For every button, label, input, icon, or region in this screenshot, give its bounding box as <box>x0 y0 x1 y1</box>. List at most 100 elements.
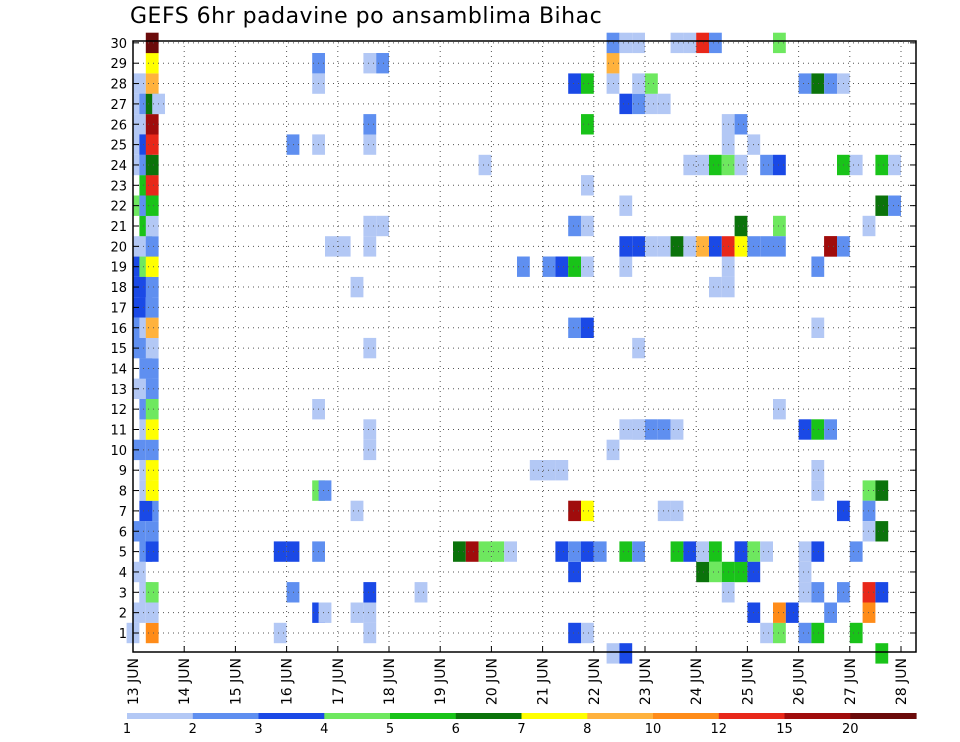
y-tick-label: 13 <box>110 383 127 398</box>
y-tick-label: 26 <box>110 118 127 133</box>
heatmap-cell <box>145 236 159 257</box>
heatmap-cell <box>491 541 505 562</box>
heatmap-cell <box>811 582 825 603</box>
x-tick-label: 27 JUN <box>843 658 859 705</box>
colorbar-label: 20 <box>842 722 859 737</box>
heatmap-cell <box>734 561 748 583</box>
colorbar-label: 12 <box>710 722 727 737</box>
heatmap-cell <box>145 256 159 277</box>
heatmap-cell <box>145 337 159 359</box>
heatmap-cell <box>696 154 709 176</box>
heatmap-cell <box>875 643 889 664</box>
heatmap-cell <box>709 561 722 583</box>
heatmap-cell <box>824 419 837 440</box>
heatmap-cell <box>133 439 146 461</box>
y-tick-label: 25 <box>110 139 127 154</box>
heatmap-cell <box>363 337 377 359</box>
heatmap-cell <box>363 602 377 623</box>
y-tick-label: 14 <box>110 362 127 377</box>
y-tick-label: 19 <box>110 261 127 276</box>
y-tick-label: 20 <box>110 240 127 255</box>
heatmap-cell <box>145 175 159 196</box>
heatmap-cell <box>363 134 377 155</box>
heatmap-cell <box>619 643 633 664</box>
heatmap-cell <box>798 73 812 94</box>
heatmap-cell <box>376 215 389 237</box>
heatmap-cell <box>363 215 377 237</box>
heatmap-cell <box>734 236 748 257</box>
heatmap-cell <box>145 521 159 542</box>
heatmap-cell <box>145 32 159 54</box>
heatmap-cell <box>145 399 159 420</box>
y-tick-label: 10 <box>110 444 127 459</box>
heatmap-cell <box>773 215 786 237</box>
heatmap-cell <box>773 154 786 176</box>
heatmap-cell <box>581 317 594 338</box>
heatmap-cell <box>811 73 825 94</box>
heatmap-cell <box>849 541 863 562</box>
heatmap-cell <box>568 317 581 338</box>
heatmap-cell <box>811 419 825 440</box>
heatmap-cell <box>670 500 684 522</box>
heatmap-cell <box>453 541 466 562</box>
heatmap-cell <box>760 236 773 257</box>
heatmap-cell <box>504 541 517 562</box>
heatmap-cell <box>734 215 748 237</box>
colorbar-swatch <box>521 713 588 719</box>
heatmap-cell <box>145 53 159 74</box>
colorbar-swatch <box>258 713 325 719</box>
heatmap-cell <box>709 276 722 298</box>
heatmap-cell <box>350 602 364 623</box>
heatmap-cell <box>875 521 889 542</box>
heatmap-cell <box>619 32 633 54</box>
heatmap-cell <box>273 622 287 644</box>
heatmap-cell <box>363 53 377 74</box>
y-tick-label: 18 <box>110 281 127 296</box>
x-tick-label: 26 JUN <box>792 658 808 705</box>
heatmap-cell <box>657 236 671 257</box>
heatmap-cell <box>773 622 786 644</box>
heatmap-cell <box>350 276 364 298</box>
colorbar-label: 6 <box>452 722 460 737</box>
colorbar-label: 5 <box>386 722 394 737</box>
x-tick-label: 25 JUN <box>740 658 756 705</box>
heatmap-cell <box>593 541 607 562</box>
heatmap-cell <box>645 419 658 440</box>
colorbar-swatch <box>784 713 851 719</box>
heatmap-cell <box>555 460 569 481</box>
heatmap-cell <box>581 622 594 644</box>
heatmap-cell <box>798 541 812 562</box>
heatmap-cell <box>145 622 159 644</box>
y-tick-label: 6 <box>119 525 127 540</box>
heatmap-cell <box>145 297 159 318</box>
x-tick-label: 24 JUN <box>689 658 705 705</box>
y-tick-label: 15 <box>110 342 127 357</box>
heatmap-cell <box>318 602 332 623</box>
heatmap-cell <box>581 500 594 522</box>
heatmap-cell <box>273 541 287 562</box>
heatmap-cell <box>875 480 889 501</box>
plot-frame <box>132 40 917 653</box>
heatmap-cell <box>798 419 812 440</box>
x-tick-label: 28 JUN <box>894 658 910 705</box>
heatmap-cell <box>145 480 159 501</box>
x-tick-label: 18 JUN <box>382 658 398 705</box>
heatmap-cell <box>619 256 633 277</box>
heatmap-cell <box>145 215 159 237</box>
heatmap-cell <box>619 195 633 216</box>
heatmap-cell <box>657 93 671 115</box>
colorbar-swatch <box>653 713 720 719</box>
heatmap-cell <box>145 439 159 461</box>
heatmap-cell <box>465 541 479 562</box>
y-tick-label: 17 <box>110 301 127 316</box>
colorbar-label: 1 <box>123 722 131 737</box>
heatmap-cell <box>145 154 159 176</box>
heatmap-cell <box>619 93 633 115</box>
heatmap-cell <box>606 643 620 664</box>
y-tick-label: 11 <box>110 424 127 439</box>
heatmap-cell <box>798 622 812 644</box>
y-tick-label: 30 <box>110 37 127 52</box>
heatmap-cell <box>619 541 633 562</box>
heatmap-cell <box>145 114 159 135</box>
